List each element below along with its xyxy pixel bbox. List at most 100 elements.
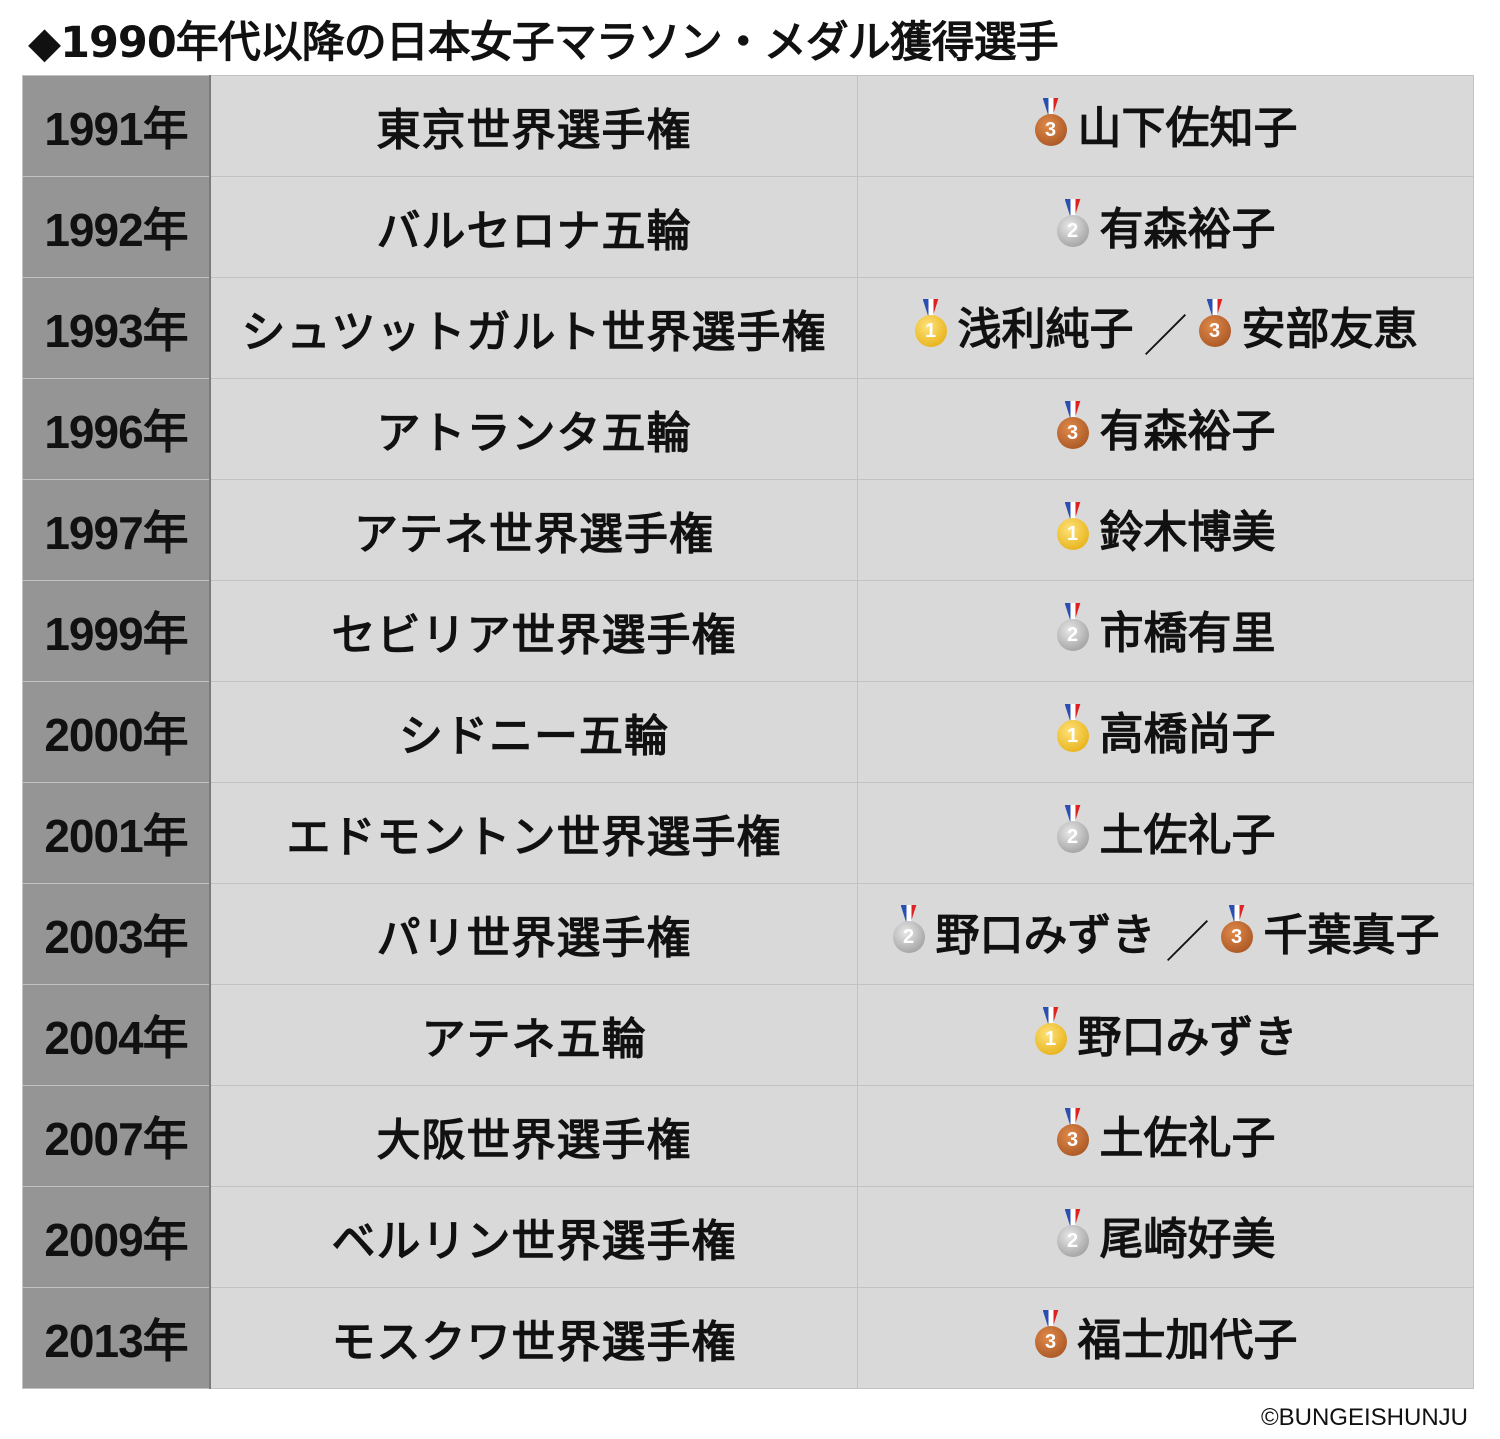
- table-row: 1993年 シュツットガルト世界選手権 1 浅利純子／ 3 安部友恵: [22, 277, 1474, 379]
- medalist: 3 安部友恵: [1198, 293, 1418, 357]
- table-row: 2000年 シドニー五輪 1 高橋尚子: [22, 681, 1474, 783]
- athlete-name: 土佐礼子: [1099, 1112, 1276, 1164]
- year-cell: 2000年: [22, 681, 211, 783]
- medal-number: 2: [1056, 214, 1089, 247]
- medalist: 1 浅利純子: [914, 293, 1134, 357]
- bronze-medal-icon: 3: [1056, 1107, 1090, 1160]
- bronze-medal-icon: 3: [1056, 400, 1090, 453]
- silver-medal-icon: 2: [1056, 804, 1090, 857]
- copyright-credit: ©BUNGEISHUNJU: [1260, 1404, 1468, 1431]
- event-cell: 大阪世界選手権: [209, 1085, 858, 1187]
- medal-number: 3: [1056, 416, 1089, 449]
- table-row: 2003年 パリ世界選手権 2 野口みずき／ 3 千葉真子: [22, 883, 1474, 985]
- medal-number: 3: [1220, 920, 1253, 953]
- athlete-name: 市橋有里: [1099, 607, 1276, 659]
- medalists-cell: 2 尾崎好美: [857, 1186, 1474, 1288]
- page-title: ◆1990年代以降の日本女子マラソン・メダル獲得選手: [28, 18, 1059, 68]
- athlete-name: 鈴木博美: [1099, 506, 1276, 558]
- medalists-cell: 2 土佐礼子: [857, 782, 1474, 884]
- medalist: 2 市橋有里: [1056, 597, 1276, 661]
- medalist: 2 野口みずき: [892, 899, 1156, 963]
- gold-medal-icon: 1: [1056, 703, 1090, 756]
- medal-number: 3: [1198, 314, 1231, 347]
- athlete-name: 有森裕子: [1099, 203, 1276, 255]
- medalists-cell: 3 山下佐知子: [857, 75, 1474, 177]
- medalist: 2 土佐礼子: [1056, 799, 1276, 863]
- event-cell: セビリア世界選手権: [209, 580, 858, 682]
- event-cell: アテネ五輪: [209, 984, 858, 1086]
- silver-medal-icon: 2: [1056, 198, 1090, 251]
- medalist: 3 山下佐知子: [1034, 92, 1298, 156]
- medalists-cell: 1 鈴木博美: [857, 479, 1474, 581]
- medal-table: 1991年 東京世界選手権 3 山下佐知子 1992年 バルセロナ五輪 2 有森裕子 1993年…: [22, 75, 1474, 1389]
- event-cell: 東京世界選手権: [209, 75, 858, 177]
- table-row: 2009年 ベルリン世界選手権 2 尾崎好美: [22, 1186, 1474, 1288]
- athlete-name: 尾崎好美: [1099, 1213, 1276, 1265]
- year-cell: 2007年: [22, 1085, 211, 1187]
- medal-number: 3: [1056, 1123, 1089, 1156]
- event-cell: アトランタ五輪: [209, 378, 858, 480]
- table-row: 1999年 セビリア世界選手権 2 市橋有里: [22, 580, 1474, 682]
- event-cell: モスクワ世界選手権: [209, 1287, 858, 1389]
- bronze-medal-icon: 3: [1220, 904, 1254, 957]
- bronze-medal-icon: 3: [1198, 298, 1232, 351]
- year-cell: 2004年: [22, 984, 211, 1086]
- athlete-name: 千葉真子: [1263, 909, 1440, 961]
- medalists-cell: 2 有森裕子: [857, 176, 1474, 278]
- medal-number: 2: [892, 920, 925, 953]
- medal-number: 2: [1056, 820, 1089, 853]
- year-cell: 2003年: [22, 883, 211, 985]
- table-row: 2013年 モスクワ世界選手権 3 福士加代子: [22, 1287, 1474, 1389]
- year-cell: 1993年: [22, 277, 211, 379]
- silver-medal-icon: 2: [892, 904, 926, 957]
- medalist: 2 有森裕子: [1056, 193, 1276, 257]
- medalists-cell: 3 有森裕子: [857, 378, 1474, 480]
- event-cell: パリ世界選手権: [209, 883, 858, 985]
- bronze-medal-icon: 3: [1034, 1309, 1068, 1362]
- medalists-cell: 3 福士加代子: [857, 1287, 1474, 1389]
- athlete-name: 高橋尚子: [1099, 708, 1276, 760]
- athlete-name: 野口みずき: [935, 909, 1156, 961]
- athlete-name: 山下佐知子: [1077, 102, 1298, 154]
- athlete-name: 安部友恵: [1241, 303, 1418, 355]
- medal-number: 1: [1056, 719, 1089, 752]
- event-cell: シドニー五輪: [209, 681, 858, 783]
- event-cell: シュツットガルト世界選手権: [209, 277, 858, 379]
- medalist: 1 鈴木博美: [1056, 496, 1276, 560]
- medalists-cell: 1 野口みずき: [857, 984, 1474, 1086]
- year-cell: 1996年: [22, 378, 211, 480]
- medal-number: 2: [1056, 1224, 1089, 1257]
- medalist: 3 福士加代子: [1034, 1304, 1298, 1368]
- table-row: 2004年 アテネ五輪 1 野口みずき: [22, 984, 1474, 1086]
- year-cell: 1999年: [22, 580, 211, 682]
- year-cell: 1997年: [22, 479, 211, 581]
- gold-medal-icon: 1: [1056, 501, 1090, 554]
- athlete-name: 浅利純子: [957, 303, 1134, 355]
- year-cell: 1991年: [22, 75, 211, 177]
- table-row: 1997年 アテネ世界選手権 1 鈴木博美: [22, 479, 1474, 581]
- athlete-name: 有森裕子: [1099, 405, 1276, 457]
- medalist: 1 野口みずき: [1034, 1001, 1298, 1065]
- gold-medal-icon: 1: [1034, 1006, 1068, 1059]
- athlete-name: 野口みずき: [1077, 1011, 1298, 1063]
- silver-medal-icon: 2: [1056, 602, 1090, 655]
- table-row: 1991年 東京世界選手権 3 山下佐知子: [22, 75, 1474, 177]
- event-cell: エドモントン世界選手権: [209, 782, 858, 884]
- table-row: 1996年 アトランタ五輪 3 有森裕子: [22, 378, 1474, 480]
- medal-number: 2: [1056, 618, 1089, 651]
- year-cell: 2013年: [22, 1287, 211, 1389]
- separator: ／: [1165, 916, 1210, 968]
- medal-number: 3: [1034, 113, 1067, 146]
- medalist: 3 土佐礼子: [1056, 1102, 1276, 1166]
- table-row: 2001年 エドモントン世界選手権 2 土佐礼子: [22, 782, 1474, 884]
- medal-number: 1: [1056, 517, 1089, 550]
- gold-medal-icon: 1: [914, 298, 948, 351]
- medalist: 3 千葉真子: [1220, 899, 1440, 963]
- bronze-medal-icon: 3: [1034, 97, 1068, 150]
- year-cell: 1992年: [22, 176, 211, 278]
- event-cell: バルセロナ五輪: [209, 176, 858, 278]
- athlete-name: 土佐礼子: [1099, 809, 1276, 861]
- medalists-cell: 3 土佐礼子: [857, 1085, 1474, 1187]
- medalists-cell: 2 市橋有里: [857, 580, 1474, 682]
- medalists-cell: 1 高橋尚子: [857, 681, 1474, 783]
